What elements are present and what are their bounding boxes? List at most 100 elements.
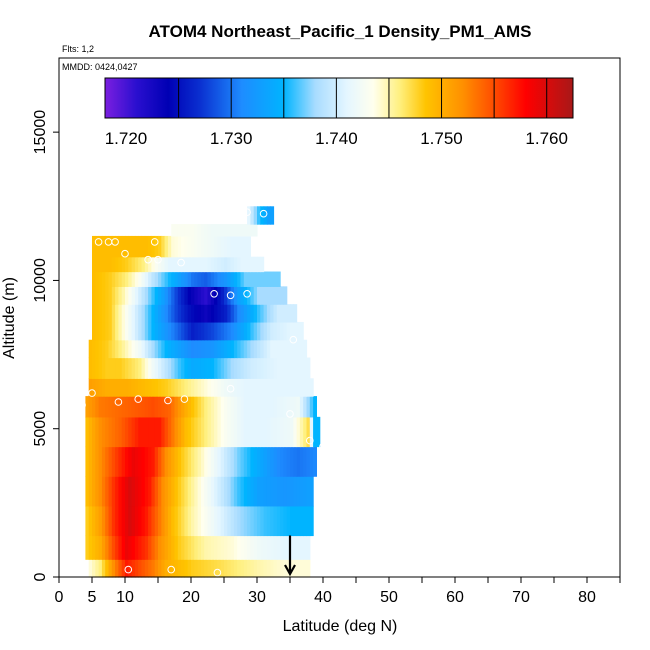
heatmap-cell (181, 286, 185, 305)
heatmap-cell (197, 286, 202, 305)
heatmap-cell (148, 505, 152, 537)
heatmap-cell (174, 416, 179, 448)
heatmap-cell (273, 357, 278, 379)
heatmap-cell (217, 256, 222, 273)
heatmap-cell (108, 446, 113, 477)
heatmap-cell (108, 505, 113, 537)
heatmap-cell (194, 396, 199, 418)
heatmap-cell (276, 321, 281, 341)
heatmap-cell (237, 446, 242, 477)
heatmap-cell (306, 378, 311, 397)
heatmap-cell (171, 321, 176, 341)
heatmap-cell (204, 235, 209, 258)
heatmap-cell (108, 321, 113, 341)
heatmap-cell (92, 321, 96, 341)
heatmap-cell (121, 271, 126, 287)
heatmap-cell (184, 476, 189, 507)
heatmap-cell (194, 476, 199, 507)
heatmap-cell (181, 256, 185, 273)
sample-point (150, 238, 159, 246)
heatmap-cell (280, 505, 284, 537)
heatmap-cell (118, 357, 123, 379)
heatmap-cell (141, 396, 146, 418)
heatmap-cell (148, 271, 152, 287)
heatmap-cell (111, 378, 116, 397)
heatmap-cell (118, 271, 123, 287)
heatmap-cell (92, 416, 96, 448)
heatmap-cell (154, 357, 159, 379)
heatmap-cell (95, 396, 100, 418)
heatmap-cell (207, 416, 212, 448)
heatmap-cell (204, 321, 209, 341)
heatmap-cell (141, 476, 146, 507)
heatmap-cell (280, 396, 284, 418)
heatmap-cell (174, 378, 179, 397)
heatmap-cell (154, 286, 159, 305)
heatmap-cell (187, 559, 192, 578)
heatmap-cell (95, 476, 100, 507)
heatmap-cell (214, 271, 218, 287)
heatmap-cell (290, 476, 294, 507)
heatmap-cell (240, 396, 245, 418)
heatmap-cell (266, 286, 271, 305)
heatmap-cell (171, 396, 176, 418)
heatmap-cell (276, 559, 281, 578)
heatmap-cell (105, 378, 110, 397)
heatmap-cell (227, 559, 232, 578)
heatmap-cell (115, 416, 119, 448)
heatmap-cell (92, 339, 96, 359)
heatmap-cell (128, 304, 133, 323)
heatmap-cell (101, 321, 106, 341)
heatmap-cell (134, 446, 139, 477)
heatmap-cell (118, 476, 123, 507)
heatmap-cell (296, 378, 301, 397)
heatmap-cell (118, 378, 123, 397)
heatmap-cell (214, 535, 218, 560)
heatmap-cell (240, 416, 245, 448)
heatmap-cell (148, 321, 152, 341)
heatmap-cell (177, 235, 182, 258)
heatmap-cell (283, 357, 288, 379)
heatmap-cell (128, 416, 133, 448)
heatmap-cell (253, 559, 258, 578)
heatmap-cell (164, 339, 169, 359)
heatmap-cell (253, 416, 258, 448)
heatmap-cell (257, 357, 261, 379)
heatmap-cell (290, 446, 294, 477)
heatmap-cell (237, 321, 242, 341)
heatmap-cell (230, 357, 235, 379)
heatmap-cell (217, 271, 222, 287)
heatmap-cell (161, 535, 166, 560)
heatmap-cell (286, 535, 291, 560)
heatmap-cell (293, 559, 298, 578)
heatmap-cell (316, 416, 321, 448)
heatmap-cell (224, 416, 228, 448)
heatmap-cell (200, 476, 205, 507)
heatmap-cell (138, 446, 143, 477)
heatmap-cell (171, 378, 176, 397)
heatmap-cell (181, 321, 185, 341)
heatmap-cell (184, 446, 189, 477)
heatmap-cell (194, 505, 199, 537)
heatmap-cell (204, 446, 209, 477)
heatmap-cell (270, 446, 275, 477)
heatmap-cell (276, 416, 281, 448)
heatmap-cell (210, 256, 215, 273)
heatmap-cell (105, 416, 110, 448)
heatmap-cell (194, 224, 199, 237)
heatmap-cell (214, 235, 218, 258)
heatmap-cell (154, 505, 159, 537)
heatmap-cell (240, 476, 245, 507)
heatmap-cell (293, 505, 298, 537)
heatmap-cell (144, 357, 149, 379)
heatmap-cell (138, 235, 143, 258)
heatmap-cell (177, 256, 182, 273)
sample-point (180, 395, 189, 403)
heatmap-cell (250, 535, 255, 560)
heatmap-cell (247, 224, 251, 237)
heatmap-cell (131, 476, 136, 507)
heatmap-cell (293, 396, 298, 418)
heatmap-cell (115, 446, 119, 477)
heatmap-cell (220, 416, 225, 448)
heatmap-cell (197, 559, 202, 578)
